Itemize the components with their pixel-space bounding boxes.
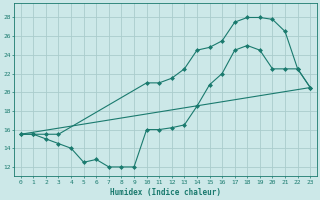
X-axis label: Humidex (Indice chaleur): Humidex (Indice chaleur) xyxy=(110,188,221,197)
